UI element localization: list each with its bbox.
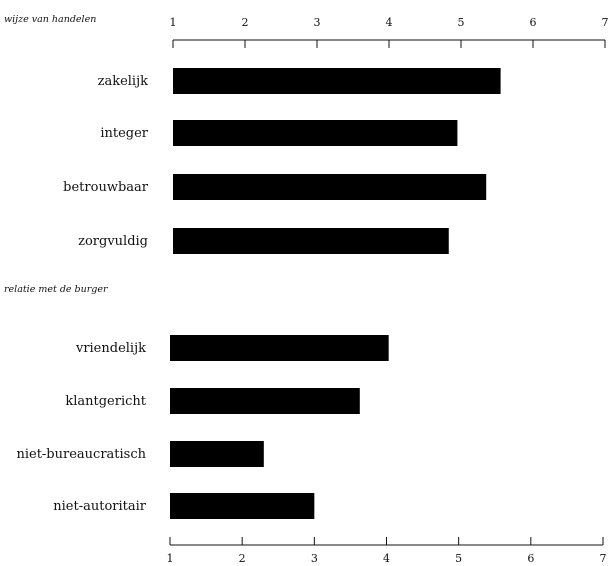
bar xyxy=(173,120,458,146)
top-tick-label: 1 xyxy=(170,16,177,29)
bars xyxy=(170,68,501,519)
bar xyxy=(173,228,449,254)
bar xyxy=(173,174,487,200)
bar xyxy=(170,335,389,361)
bottom-tick-label: 4 xyxy=(383,552,390,565)
top-tick-label: 6 xyxy=(530,16,537,29)
category-label: zakelijk xyxy=(98,74,149,89)
bottom-tick-label: 5 xyxy=(455,552,462,565)
category-label: betrouwbaar xyxy=(63,180,149,195)
top-tick-label: 5 xyxy=(458,16,465,29)
bottom-tick-label: 2 xyxy=(239,552,246,565)
category-labels: zakelijk integer betrouwbaar zorgvuldig vrie… xyxy=(16,74,148,514)
bottom-tick-label: 6 xyxy=(527,552,534,565)
section-title: wijze van handelen xyxy=(4,14,96,25)
section-title: relatie met de burger xyxy=(4,284,109,295)
bar xyxy=(170,493,315,519)
category-label: klantgericht xyxy=(65,394,146,409)
category-label: niet-autoritair xyxy=(53,499,147,514)
bar xyxy=(170,388,360,414)
category-label: vriendelijk xyxy=(75,341,146,356)
category-label: integer xyxy=(100,126,148,141)
bar xyxy=(170,441,264,467)
bottom-tick-label: 7 xyxy=(600,552,607,565)
bar xyxy=(173,68,501,94)
section-titles: wijze van handelen relatie met de burger xyxy=(4,14,109,295)
top-tick-label: 7 xyxy=(602,16,609,29)
top-axis: 1 2 3 4 5 6 7 xyxy=(170,16,609,48)
bottom-tick-label: 1 xyxy=(167,552,174,565)
bottom-axis: 1 2 3 4 5 6 7 xyxy=(167,537,607,565)
top-tick-label: 2 xyxy=(242,16,249,29)
bottom-tick-label: 3 xyxy=(311,552,318,565)
category-label: zorgvuldig xyxy=(78,234,148,249)
top-tick-label: 4 xyxy=(386,16,393,29)
category-label: niet-bureaucratisch xyxy=(16,447,146,462)
top-tick-label: 3 xyxy=(314,16,321,29)
